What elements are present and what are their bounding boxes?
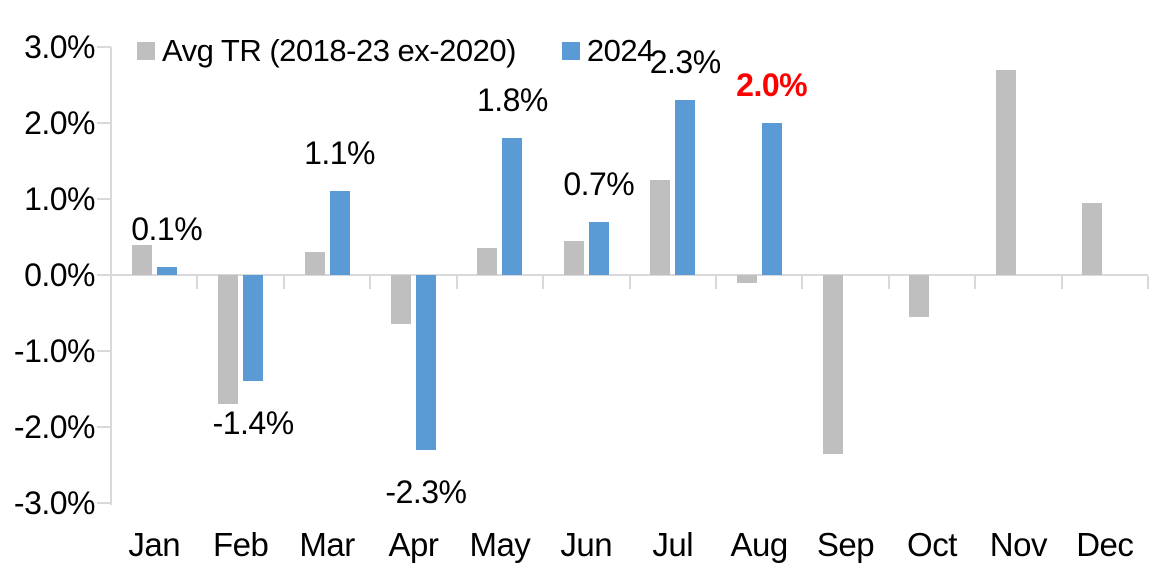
x-tick-mark [1147,276,1149,289]
data-label-2024-may: 1.8% [476,82,548,119]
x-tick-mark [628,276,631,289]
y-axis-label: 3.0% [24,29,95,65]
bar-avg-jun [563,240,584,275]
x-axis-label-jan: Jan [128,526,181,563]
legend-swatch-2024-icon [561,42,580,60]
bar-2024-may [502,138,523,275]
x-axis-label-mar: Mar [299,526,355,563]
x-axis-label-feb: Feb [212,526,269,563]
x-tick-mark [110,276,112,289]
bar-avg-dec [1082,202,1103,275]
x-tick-mark [974,276,977,289]
bar-avg-mar [304,252,325,275]
bar-2024-jun [588,221,609,275]
y-tick-mark [97,122,111,124]
x-tick-mark [1060,276,1063,289]
y-tick-mark [97,274,111,276]
x-tick-mark [542,276,545,289]
y-axis-label: 0.0% [24,257,95,293]
y-axis-label: 1.0% [24,181,95,217]
legend-swatch-avg-icon [137,42,155,60]
x-tick-mark [282,276,285,289]
chart-legend: Avg TR (2018-23 ex-2020) 2024 [137,33,654,69]
data-label-2024-jan: 0.1% [131,211,203,248]
bar-2024-feb [243,275,264,382]
x-axis-label-nov: Nov [989,526,1048,563]
legend-item-avg: Avg TR (2018-23 ex-2020) [137,33,516,69]
bar-2024-mar [329,191,350,275]
y-tick-mark [97,198,111,200]
data-label-2024-feb: -1.4% [212,405,295,442]
x-axis-label-jun: Jun [560,526,613,563]
bar-2024-apr [415,275,436,450]
bar-avg-apr [390,275,411,325]
bar-avg-may [477,248,498,275]
y-axis-label: -3.0% [13,485,96,521]
bar-avg-feb [218,275,239,405]
x-tick-mark [714,276,717,289]
x-tick-mark [196,276,199,289]
y-axis-label: -2.0% [13,409,96,445]
bar-avg-jul [650,180,671,275]
data-label-2024-jul: 2.3% [649,44,721,81]
data-label-2024-apr: -2.3% [385,473,467,510]
legend-label-avg: Avg TR (2018-23 ex-2020) [162,33,516,68]
bar-avg-jan [131,244,152,275]
x-axis-label-jul: Jul [652,526,694,563]
legend-item-2024: 2024 [561,33,654,69]
x-axis-zero-line [111,274,1148,276]
bar-avg-oct [909,275,930,317]
bar-2024-jan [156,267,177,275]
y-tick-mark [97,426,111,428]
data-label-2024-jun: 0.7% [563,165,635,202]
x-axis-label-dec: Dec [1076,526,1134,563]
x-tick-mark [801,276,804,289]
bar-avg-nov [995,69,1016,275]
x-axis-label-apr: Apr [388,526,439,563]
x-axis-label-sep: Sep [816,526,875,563]
data-label-2024-aug: 2.0% [736,67,808,103]
y-axis-label: -1.0% [13,333,96,369]
y-tick-mark [97,350,111,352]
bar-avg-aug [736,275,757,283]
x-tick-mark [887,276,890,289]
x-axis-label-oct: Oct [907,526,957,563]
bar-2024-jul [675,100,696,275]
x-axis-label-aug: Aug [730,526,789,563]
y-tick-mark [97,46,111,48]
bar-2024-aug [761,123,782,275]
bar-avg-sep [823,275,844,454]
y-axis-label: 2.0% [24,105,95,141]
x-tick-mark [369,276,372,289]
x-axis-label-may: May [469,526,531,563]
y-tick-mark [97,502,111,504]
data-label-2024-mar: 1.1% [304,135,375,172]
x-tick-mark [455,276,458,289]
legend-label-2024: 2024 [586,33,654,68]
